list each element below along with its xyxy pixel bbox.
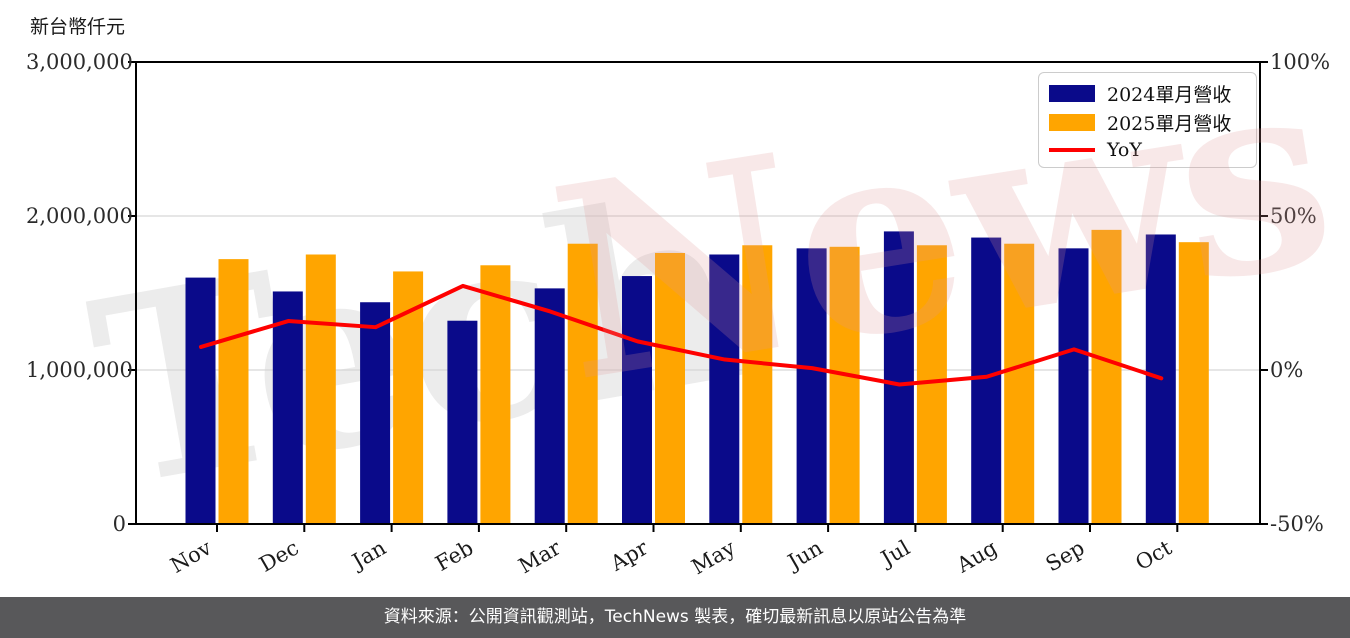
bar-2025-Jul <box>916 245 947 524</box>
left-axis-unit-label: 新台幣仟元 <box>30 16 126 38</box>
footer-source-bar: 資料來源：公開資訊觀測站，TechNews 製表，確切最新訊息以原站公告為準 <box>0 597 1350 638</box>
bar-2025-Aug <box>1004 243 1035 524</box>
plot-frame <box>135 61 1261 525</box>
bar-2024-Apr <box>622 276 652 524</box>
legend-label-2024: 2024單月營收 <box>1107 83 1232 106</box>
left-axis-tick-3000000: 3,000,000 <box>26 50 133 74</box>
right-axis-tick-0pct: 0% <box>1270 358 1304 382</box>
bar-2024-Feb <box>447 320 478 524</box>
x-axis-label-Mar: Mar <box>515 535 566 578</box>
legend-label-yoy: YoY <box>1107 138 1142 161</box>
legend-label-2025: 2025單月營收 <box>1107 113 1232 135</box>
bar-2024-Jan <box>360 302 391 524</box>
x-axis-label-Jul: Jul <box>875 535 914 571</box>
left-axis-tick-0: 0 <box>112 512 126 536</box>
chart-canvas: Nov Dec Jan Feb Mar Apr May Jun Jul Aug Sep Oct <box>128 61 1268 579</box>
bar-2024-Sep <box>1058 248 1089 524</box>
bar-2024-Nov <box>185 277 216 524</box>
x-axis-label-Oct: Oct <box>1131 535 1176 575</box>
bar-2024-Aug <box>971 237 1002 524</box>
right-axis-tick-50pct: 50% <box>1270 204 1317 228</box>
x-axis-label-May: May <box>688 535 740 579</box>
x-axis-label-Dec: Dec <box>255 536 303 577</box>
bar-2024-Jun <box>796 248 827 524</box>
bar-2025-Oct <box>1178 242 1209 524</box>
bar-2025-Sep <box>1091 229 1122 525</box>
bar-2024-Mar <box>534 288 565 524</box>
legend-swatch-2024 <box>1049 84 1095 102</box>
bar-2025-Jan <box>393 271 424 524</box>
left-axis-tick-2000000: 2,000,000 <box>26 204 133 228</box>
x-axis-label-Nov: Nov <box>166 535 215 577</box>
bar-2025-May <box>742 245 773 524</box>
yoy-line <box>199 283 1164 387</box>
x-axis-label-Jan: Jan <box>347 536 391 575</box>
bar-2025-Mar <box>567 243 598 524</box>
legend-swatch-2025 <box>1049 114 1095 131</box>
right-axis-tick-100pct: 100% <box>1270 50 1331 74</box>
bar-2025-Nov <box>218 259 249 524</box>
x-axis-label-Sep: Sep <box>1042 536 1089 577</box>
bar-2025-Apr <box>655 252 685 524</box>
left-axis-tick-1000000: 1,000,000 <box>26 358 133 382</box>
legend: 2024單月營收 2025單月營收 YoY <box>1038 72 1257 168</box>
bar-2025-Dec <box>305 254 336 524</box>
bar-2024-Jul <box>883 231 914 524</box>
right-axis-tick-neg50pct: -50% <box>1270 512 1324 536</box>
x-axis-label-Aug: Aug <box>952 536 1001 578</box>
x-axis-label-Jun: Jun <box>782 536 826 576</box>
legend-entry-2025: 2025單月營收 <box>1049 109 1246 136</box>
legend-entry-2024: 2024單月營收 <box>1049 80 1246 107</box>
legend-entry-yoy: YoY <box>1049 139 1246 161</box>
legend-swatch-yoy-line <box>1049 147 1095 152</box>
bar-2024-Dec <box>272 291 303 524</box>
bar-2025-Feb <box>480 265 511 524</box>
x-axis-label-Feb: Feb <box>431 536 477 576</box>
bar-2024-May <box>709 254 740 524</box>
x-axis-label-Apr: Apr <box>606 535 653 576</box>
bar-2025-Jun <box>829 246 860 525</box>
